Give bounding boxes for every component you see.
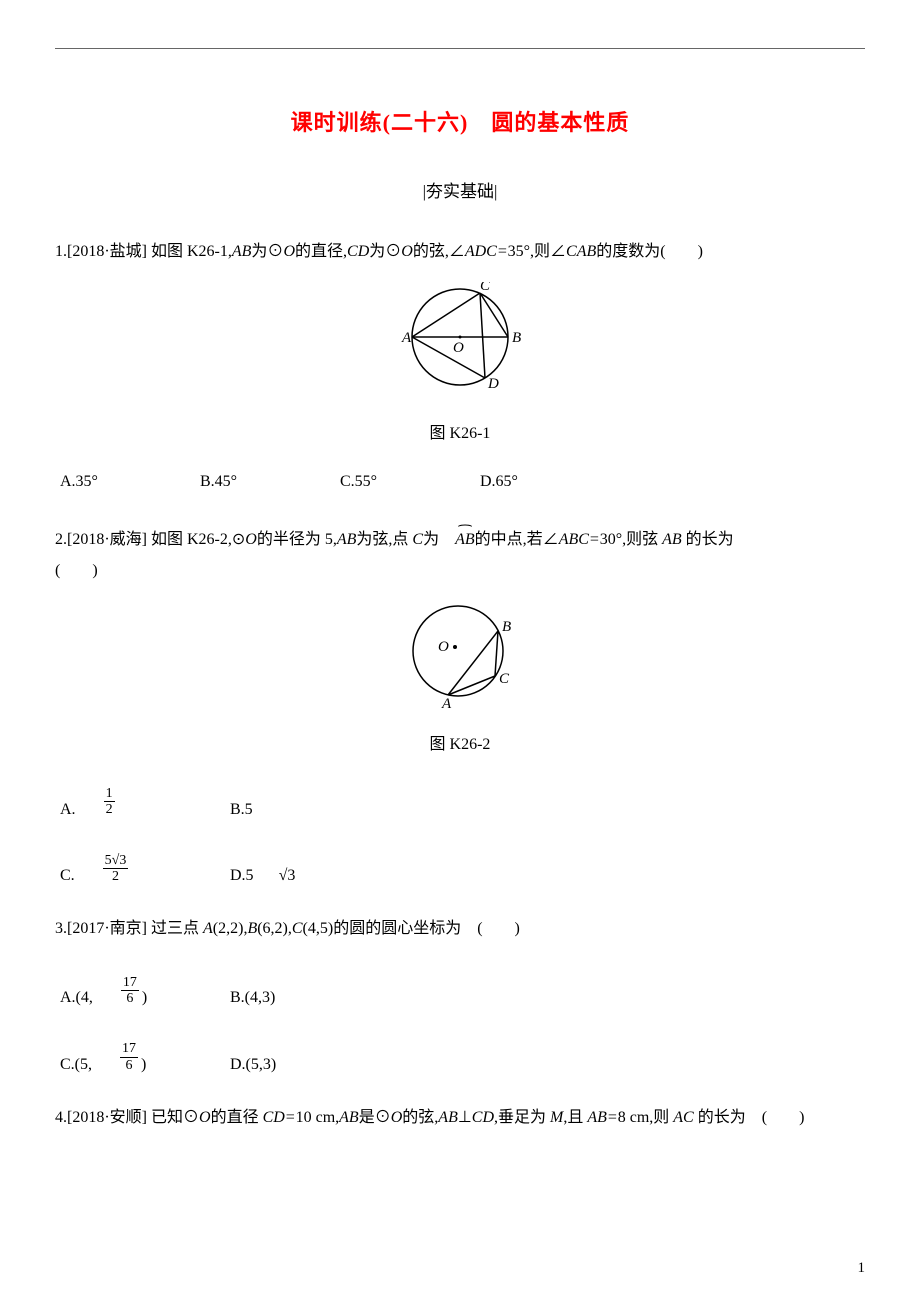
question-2: 2.[2018·威海] 如图 K26-2,⊙O的半径为 5,AB为弦,点 C为 … [55,525,865,884]
q2-caption: 图 K26-2 [55,730,865,760]
svg-text:C: C [480,282,491,294]
arc-ab: AB [455,525,475,555]
q2-diagram: A B C O [398,601,523,709]
svg-text:A: A [441,696,452,709]
svg-text:B: B [512,330,521,346]
section-subtitle: |夯实基础| [55,177,865,202]
q3-options-row2: C.(5, 176 ) D.(5,3) [60,1041,865,1073]
q1-text: 1.[2018·盐城] 如图 K26-1,AB为⊙O的直径,CD为⊙O的弦,∠A… [55,237,865,267]
q1-opt-b: B.45° [200,474,340,490]
q1-figure: A B C D O [55,282,865,408]
q3-opt-a: A.(4, 176 ) [60,975,230,1007]
q2-text: 2.[2018·威海] 如图 K26-2,⊙O的半径为 5,AB为弦,点 C为 … [55,525,865,555]
header-rule [55,48,865,49]
q2-figure: A B C O [55,601,865,720]
q3-opt-d: D.(5,3) [230,1041,370,1073]
question-4: 4.[2018·安顺] 已知⊙O的直径 CD=10 cm,AB是⊙O的弦,AB⊥… [55,1103,865,1133]
q3-options-row1: A.(4, 176 ) B.(4,3) [60,975,865,1007]
q4-text: 4.[2018·安顺] 已知⊙O的直径 CD=10 cm,AB是⊙O的弦,AB⊥… [55,1103,865,1133]
question-3: 3.[2017·南京] 过三点 A(2,2),B(6,2),C(4,5)的圆的圆… [55,914,865,1073]
q3-text: 3.[2017·南京] 过三点 A(2,2),B(6,2),C(4,5)的圆的圆… [55,914,865,944]
page-number: 1 [858,1260,866,1277]
q1-options: A.35° B.45° C.55° D.65° [60,474,865,490]
svg-text:O: O [453,340,464,356]
q2-opt-d: D.5√3 [230,853,370,885]
q1-opt-d: D.65° [480,474,620,490]
q2-options-row1: A. 12 B.5 [60,786,865,818]
svg-text:B: B [502,619,511,635]
svg-text:D: D [487,376,499,392]
question-1: 1.[2018·盐城] 如图 K26-1,AB为⊙O的直径,CD为⊙O的弦,∠A… [55,237,865,490]
q3-opt-c: C.(5, 176 ) [60,1041,230,1073]
q1-opt-a: A.35° [60,474,200,490]
svg-text:A: A [401,330,412,346]
svg-text:O: O [438,639,449,655]
q1-caption: 图 K26-1 [55,419,865,449]
q2-options-row2: C. 5√32 D.5√3 [60,853,865,885]
q2-opt-c: C. 5√32 [60,853,230,885]
q2-paren: ( ) [55,556,865,586]
svg-text:C: C [499,671,510,687]
q1-diagram: A B C D O [390,282,530,397]
page-title: 课时训练(二十六) 圆的基本性质 [55,105,865,137]
q2-opt-a: A. 12 [60,786,230,818]
q1-opt-c: C.55° [340,474,480,490]
q2-opt-b: B.5 [230,786,370,818]
q3-opt-b: B.(4,3) [230,975,370,1007]
